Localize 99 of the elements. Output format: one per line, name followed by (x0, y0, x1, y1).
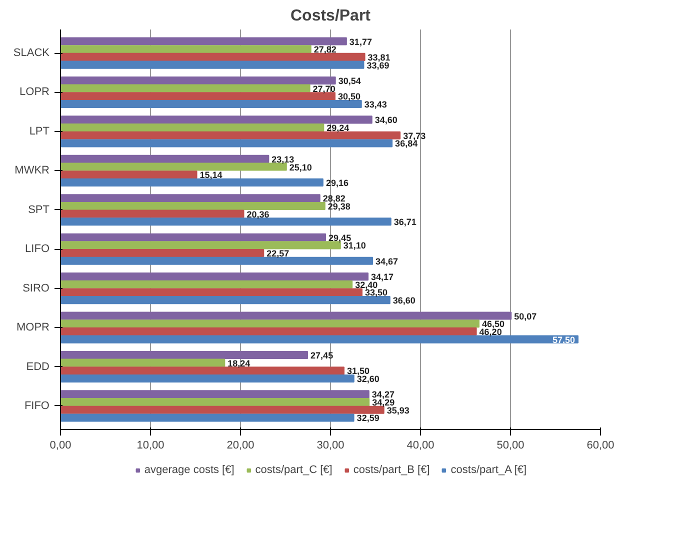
bar (60, 162, 287, 171)
bar (60, 280, 353, 288)
bar (60, 350, 308, 360)
bar (60, 249, 264, 258)
bar (60, 327, 477, 336)
legend-label: avgerage costs [€] (144, 464, 234, 476)
data-label: 35,93 (386, 405, 410, 416)
bar (60, 288, 362, 296)
data-label: 34,27 (372, 390, 394, 400)
bar (60, 296, 390, 304)
y-tick-label: LPT (29, 125, 50, 138)
y-tick-label: MWKR (14, 164, 50, 177)
x-tick-label: 10,00 (136, 440, 164, 452)
bar (60, 414, 354, 422)
data-label: 28,82 (322, 194, 346, 204)
data-label: 37,73 (403, 130, 426, 141)
data-label: 18,24 (228, 358, 250, 368)
data-label: 34,29 (372, 398, 395, 408)
bar (60, 366, 344, 375)
data-label: 22,57 (266, 248, 290, 259)
bar (60, 124, 324, 132)
data-label: 50,07 (514, 311, 537, 322)
data-label: 30,50 (338, 92, 361, 102)
data-label: 32,59 (356, 413, 380, 424)
bar (60, 92, 336, 100)
bar (60, 272, 369, 281)
data-label: 27,70 (312, 84, 336, 94)
bar (60, 241, 341, 250)
bar (60, 233, 326, 242)
legend-label: costs/part_B [€] (353, 464, 430, 476)
data-label: 27,82 (314, 44, 336, 55)
x-tick-label: 50,00 (496, 440, 524, 452)
data-label: 30,54 (338, 76, 361, 86)
y-tick-label: EDD (26, 360, 50, 373)
bar (60, 116, 372, 124)
x-tick-label: 30,00 (316, 440, 344, 452)
bar (60, 52, 366, 61)
data-label: 57,50 (552, 334, 576, 345)
bar (60, 358, 226, 367)
data-label: 32,60 (356, 374, 380, 384)
bar (60, 178, 324, 186)
bar (60, 100, 362, 108)
bar (60, 76, 336, 85)
data-label: 34,60 (374, 115, 398, 126)
bar (60, 154, 270, 163)
bar (60, 202, 326, 210)
bar (60, 374, 354, 383)
data-label: 29,45 (328, 232, 352, 243)
data-label: 33,81 (368, 52, 390, 62)
bar (60, 37, 347, 46)
data-label: 31,10 (343, 240, 366, 251)
chart-title: Costs/Part (290, 8, 372, 24)
bar (60, 170, 198, 179)
data-label: 32,40 (355, 280, 378, 290)
bar (60, 131, 401, 140)
bar (60, 256, 374, 265)
bar (60, 139, 393, 148)
legend-label: costs/part_C [€] (255, 464, 332, 476)
data-label: 33,43 (364, 100, 387, 110)
data-label: 36,84 (395, 138, 418, 149)
bar (60, 320, 480, 328)
bar (60, 84, 310, 92)
bar (60, 194, 320, 202)
y-tick-label: SLACK (13, 47, 50, 60)
data-label: 23,13 (272, 154, 294, 164)
data-label: 29,16 (326, 178, 348, 188)
bar (60, 210, 244, 218)
data-label: 29,24 (326, 123, 350, 134)
x-tick-label: 20,00 (226, 440, 254, 452)
data-label: 25,10 (289, 162, 312, 172)
x-tick-label: 60,00 (586, 440, 614, 452)
legend-label: costs/part_A [€] (450, 464, 527, 476)
data-label: 33,50 (365, 288, 388, 298)
x-tick-label: 0,00 (50, 440, 72, 452)
bar (60, 406, 384, 414)
y-tick-label: SIRO (22, 282, 50, 294)
data-label: 36,71 (394, 217, 416, 228)
bar (60, 390, 370, 398)
data-label: 34,67 (376, 256, 398, 266)
bar (60, 398, 370, 406)
y-tick-label: LOPR (20, 86, 50, 98)
bar (60, 60, 364, 69)
y-tick-label: MOPR (16, 322, 50, 334)
bar (60, 335, 578, 344)
bar (60, 45, 312, 54)
data-label: 36,60 (392, 296, 416, 306)
y-tick-label: SPT (28, 204, 50, 216)
data-label: 20,36 (246, 209, 270, 220)
bar (60, 218, 392, 226)
data-label: 27,45 (310, 350, 334, 360)
data-label: 34,17 (371, 272, 394, 282)
data-label: 31,50 (347, 366, 370, 376)
data-label: 31,77 (349, 36, 372, 47)
y-tick-label: LIFO (25, 243, 50, 256)
data-label: 46,50 (482, 319, 505, 330)
bar (60, 312, 512, 320)
y-tick-label: FIFO (24, 400, 50, 412)
x-tick-label: 40,00 (406, 440, 434, 452)
data-label: 15,14 (200, 170, 222, 180)
